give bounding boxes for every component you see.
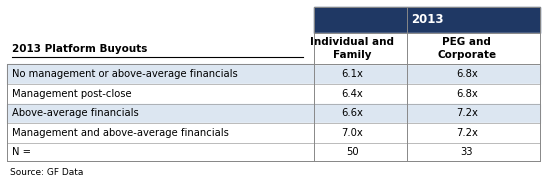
Bar [7,84,540,104]
Bar [315,7,540,33]
Text: 7.2x: 7.2x [456,109,478,118]
Text: Source: GF Data: Source: GF Data [9,168,83,177]
Text: 33: 33 [461,147,473,157]
Text: No management or above-average financials: No management or above-average financial… [12,69,238,79]
Text: 6.8x: 6.8x [456,89,478,99]
Text: Individual and
Family: Individual and Family [310,37,394,60]
Text: 6.4x: 6.4x [341,89,363,99]
Bar [315,33,540,64]
Text: N =: N = [12,147,31,157]
Text: 6.8x: 6.8x [456,69,478,79]
Text: Management post-close: Management post-close [12,89,132,99]
Text: PEG and
Corporate: PEG and Corporate [437,37,496,60]
Text: 50: 50 [346,147,359,157]
Bar [7,64,540,84]
Bar [7,143,540,161]
Text: Management and above-average financials: Management and above-average financials [12,128,229,138]
Text: 2013 Platform Buyouts: 2013 Platform Buyouts [12,44,148,54]
Text: 7.0x: 7.0x [341,128,363,138]
Text: 2013: 2013 [411,14,444,26]
Text: 6.1x: 6.1x [341,69,363,79]
Text: Above-average financials: Above-average financials [12,109,139,118]
Text: 6.6x: 6.6x [341,109,363,118]
Bar [7,103,540,123]
Bar [7,123,540,143]
Text: 7.2x: 7.2x [456,128,478,138]
